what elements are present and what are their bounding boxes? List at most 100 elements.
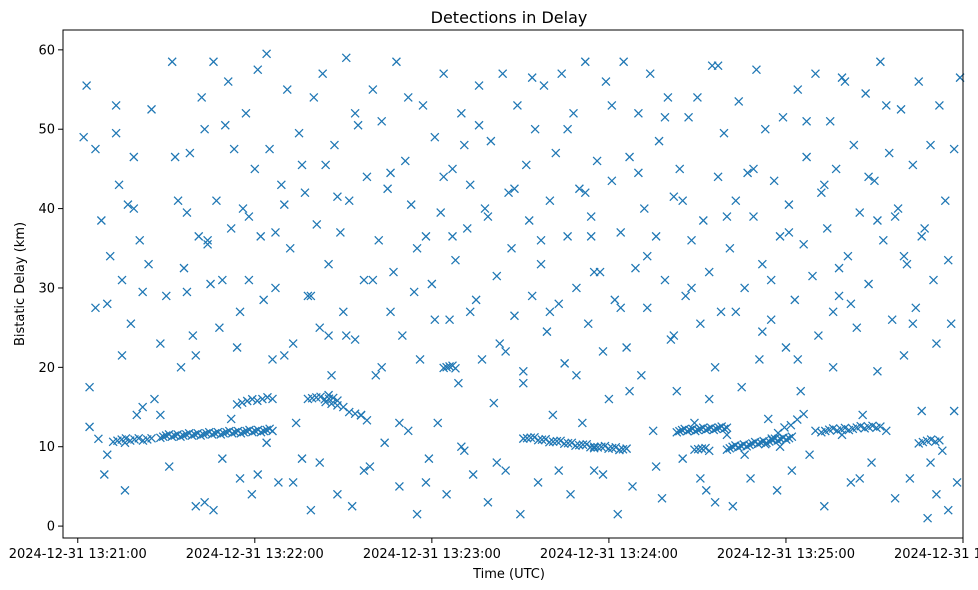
data-point — [288, 477, 298, 487]
data-point — [418, 100, 428, 110]
data-point — [262, 438, 272, 448]
data-point — [394, 481, 404, 491]
data-point — [614, 445, 624, 455]
data-point — [896, 104, 906, 114]
data-point — [332, 400, 342, 410]
data-point — [427, 279, 437, 289]
data-point — [825, 116, 835, 126]
data-point — [291, 418, 301, 428]
data-point — [247, 427, 257, 437]
data-point — [144, 259, 154, 269]
data-point — [518, 434, 528, 444]
data-point — [760, 124, 770, 134]
data-point — [669, 192, 679, 202]
data-point — [713, 61, 723, 71]
data-point — [828, 307, 838, 317]
data-point — [693, 425, 703, 435]
data-point — [654, 136, 664, 146]
data-point — [504, 188, 514, 198]
data-point — [884, 148, 894, 158]
data-point — [684, 112, 694, 122]
data-point — [695, 474, 705, 483]
data-point — [701, 425, 711, 435]
data-point — [940, 196, 950, 206]
data-point — [341, 331, 351, 341]
data-point — [563, 231, 573, 241]
data-point — [324, 331, 334, 341]
data-point — [400, 156, 410, 166]
data-point — [923, 513, 933, 523]
data-point — [182, 287, 192, 297]
data-point — [315, 458, 325, 468]
data-point — [368, 275, 378, 285]
data-point — [362, 172, 372, 182]
data-point — [837, 430, 847, 440]
data-point — [147, 104, 156, 114]
data-point — [206, 279, 215, 289]
x-tick-label: 2024-12-31 13:22:00 — [186, 547, 324, 562]
data-point — [111, 128, 121, 138]
data-point — [709, 425, 719, 435]
x-tick-label: 2024-12-31 13:25:00 — [717, 547, 855, 562]
data-point — [377, 362, 387, 372]
data-point — [589, 466, 599, 475]
data-point — [837, 73, 847, 83]
data-point — [616, 227, 626, 237]
data-point — [672, 386, 682, 396]
data-point — [740, 450, 750, 460]
data-point — [554, 299, 564, 309]
data-point — [219, 428, 229, 438]
data-point — [105, 251, 115, 261]
plot-area — [62, 29, 965, 539]
data-point — [537, 435, 547, 445]
data-point — [604, 394, 614, 404]
data-point — [633, 108, 643, 118]
data-point — [887, 315, 897, 325]
y-tick-label: 60 — [38, 43, 55, 58]
x-tick-label: 2024-12-31 13:23:00 — [363, 547, 501, 562]
data-point — [934, 100, 944, 110]
data-point — [368, 85, 378, 94]
data-point — [861, 89, 871, 98]
data-point — [663, 93, 673, 102]
data-point — [445, 362, 454, 371]
data-point — [722, 212, 732, 221]
data-point — [740, 283, 750, 293]
data-point — [690, 426, 700, 436]
data-point — [858, 410, 868, 420]
data-point — [834, 263, 844, 273]
data-point — [952, 477, 962, 487]
data-point — [324, 390, 334, 400]
data-point — [526, 433, 536, 443]
data-point — [690, 445, 699, 455]
data-point — [155, 339, 165, 348]
data-point — [749, 164, 758, 174]
data-point — [483, 497, 493, 507]
data-point — [462, 223, 472, 233]
data-point — [713, 172, 723, 182]
data-point — [784, 200, 794, 210]
data-point — [552, 436, 562, 446]
data-point — [781, 343, 791, 352]
data-point — [232, 343, 242, 352]
data-point — [263, 392, 272, 402]
data-point — [262, 49, 272, 59]
data-point — [687, 235, 696, 245]
data-point — [572, 370, 581, 380]
data-point — [545, 196, 555, 206]
data-point — [714, 423, 724, 433]
data-point — [332, 489, 342, 499]
data-point — [864, 279, 874, 289]
data-point — [486, 136, 496, 146]
data-point — [645, 69, 655, 79]
data-point — [371, 370, 381, 380]
data-point — [917, 231, 927, 241]
data-point — [448, 164, 457, 174]
x-tick-label: 2024-12-31 13:24:00 — [540, 547, 678, 562]
data-point — [173, 196, 183, 206]
data-point — [359, 275, 369, 285]
data-point — [501, 347, 511, 356]
data-point — [757, 259, 767, 269]
x-axis-label: Time (UTC) — [472, 567, 545, 582]
data-point — [559, 439, 569, 449]
